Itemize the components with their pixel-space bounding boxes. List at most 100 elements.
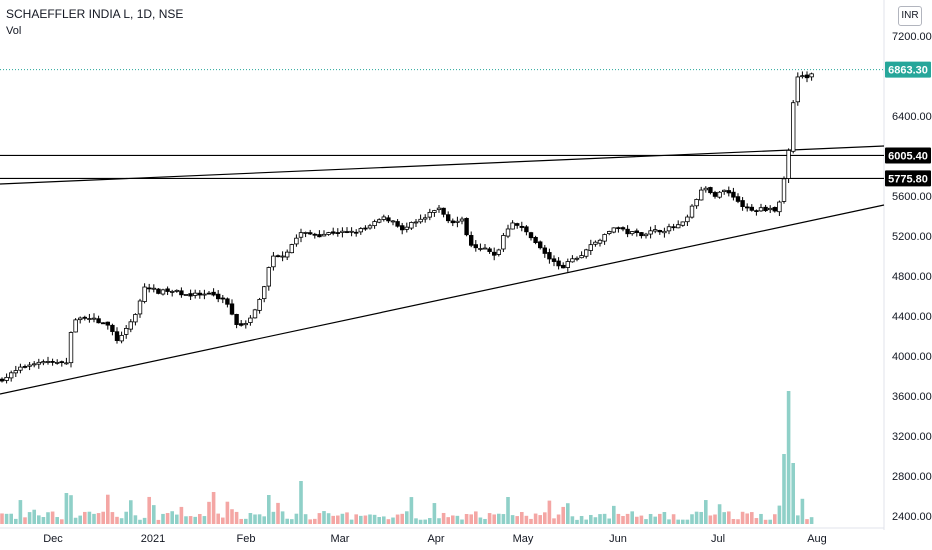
candle-body xyxy=(717,191,722,198)
volume-bar xyxy=(138,519,142,524)
candle-body xyxy=(547,252,552,260)
candle-body xyxy=(565,261,570,268)
price-tick-label: 4000.00 xyxy=(892,351,932,363)
volume-bar xyxy=(538,515,542,524)
volume-bar xyxy=(740,511,745,524)
volume-bar xyxy=(78,515,82,524)
volume-bar xyxy=(418,519,423,524)
candle-body xyxy=(335,232,340,234)
candle-body xyxy=(146,287,152,290)
volume-bar xyxy=(460,519,464,524)
candle-body xyxy=(229,303,235,315)
candle-body xyxy=(464,217,469,236)
candle-body xyxy=(101,322,106,325)
volume-bar xyxy=(308,519,312,524)
price-label-bg xyxy=(885,61,931,78)
symbol-title[interactable]: SCHAEFFLER INDIA L, 1D, NSE xyxy=(6,7,184,21)
time-tick-label: Jun xyxy=(609,533,627,545)
candle-body xyxy=(754,210,759,212)
candle-body xyxy=(768,207,773,211)
candle-body xyxy=(340,230,345,233)
ascending-trendline xyxy=(0,204,885,395)
volume-bar xyxy=(616,513,621,524)
candle-body xyxy=(505,228,511,237)
volume-bar xyxy=(474,511,478,524)
volume-bar xyxy=(303,514,308,524)
candle-body xyxy=(588,244,593,251)
volume-bar xyxy=(161,513,165,524)
volume-bar xyxy=(694,511,699,524)
candle-body xyxy=(386,217,391,222)
candle-body xyxy=(188,293,193,297)
volume-bar xyxy=(349,519,354,524)
candle-body xyxy=(197,292,202,296)
volume-bar xyxy=(639,515,644,524)
candle-body xyxy=(372,221,377,227)
candle-body xyxy=(312,233,317,236)
candle-body xyxy=(570,258,575,263)
volume-bar xyxy=(23,517,27,524)
price-labels: 6863.30 6005.40 5775.80 xyxy=(885,61,931,187)
candle-body xyxy=(418,218,423,223)
candle-body xyxy=(13,370,18,374)
candle-body xyxy=(151,287,156,290)
volume-bar xyxy=(340,513,345,524)
price-axis[interactable]: 7200.00 6400.00 5600.00 5200.00 4800.00 4400.… xyxy=(883,0,932,530)
time-tick-label: Jul xyxy=(711,533,725,545)
candle-body xyxy=(266,267,271,287)
candle-body xyxy=(32,363,37,366)
volume-bar xyxy=(119,518,124,524)
volume-bar xyxy=(570,516,575,524)
candle-body xyxy=(468,235,474,246)
volume-bar xyxy=(69,495,73,524)
candle-body xyxy=(657,230,662,233)
candle-body xyxy=(202,293,207,296)
volume-bar xyxy=(363,515,368,524)
price-tick-label: 3200.00 xyxy=(892,431,932,443)
volume-bar xyxy=(478,517,483,524)
candle-body xyxy=(73,319,78,333)
volume-bar xyxy=(773,514,777,524)
price-tick-label: 2400.00 xyxy=(892,511,932,523)
volume-bar xyxy=(593,517,598,524)
candle-body xyxy=(602,234,607,242)
volume-bar xyxy=(501,514,506,524)
price-tick-label: 7200.00 xyxy=(892,31,932,43)
volume-bar xyxy=(543,512,547,524)
candle-body xyxy=(165,288,170,292)
volume-bar xyxy=(115,516,119,524)
candle-body xyxy=(137,300,143,315)
candle-body xyxy=(671,226,676,229)
candle-body xyxy=(321,233,327,237)
volume-bar xyxy=(547,500,552,524)
volume-bar xyxy=(759,513,763,524)
volume-bar xyxy=(271,511,276,524)
candle-body xyxy=(611,227,616,233)
volume-bar xyxy=(621,515,625,524)
volume-bar xyxy=(561,506,565,524)
candle-body xyxy=(703,187,708,191)
currency-button[interactable]: INR xyxy=(898,6,922,26)
time-axis[interactable]: Dec 2021 Feb Mar Apr May Jun Jul Aug xyxy=(0,527,884,545)
volume-bar xyxy=(492,514,496,524)
candle-body xyxy=(519,225,524,228)
candle-body xyxy=(630,231,635,235)
volume-bar xyxy=(400,513,404,524)
candle-body xyxy=(561,264,566,269)
candle-body xyxy=(18,366,23,371)
volume-bar xyxy=(524,515,529,524)
candle-body xyxy=(800,75,805,78)
volume-bar xyxy=(221,517,225,524)
trend-lines[interactable] xyxy=(0,69,885,395)
candle-body xyxy=(234,313,239,325)
time-tick-label: Mar xyxy=(331,533,350,545)
candle-body xyxy=(303,232,308,234)
candle-body xyxy=(809,73,814,78)
volume-legend[interactable]: Vol xyxy=(6,25,22,37)
volume-bar xyxy=(262,516,266,524)
candle-body xyxy=(174,289,179,292)
volume-bar xyxy=(713,514,717,524)
candle-body xyxy=(478,248,483,250)
volume-bar xyxy=(727,511,731,524)
